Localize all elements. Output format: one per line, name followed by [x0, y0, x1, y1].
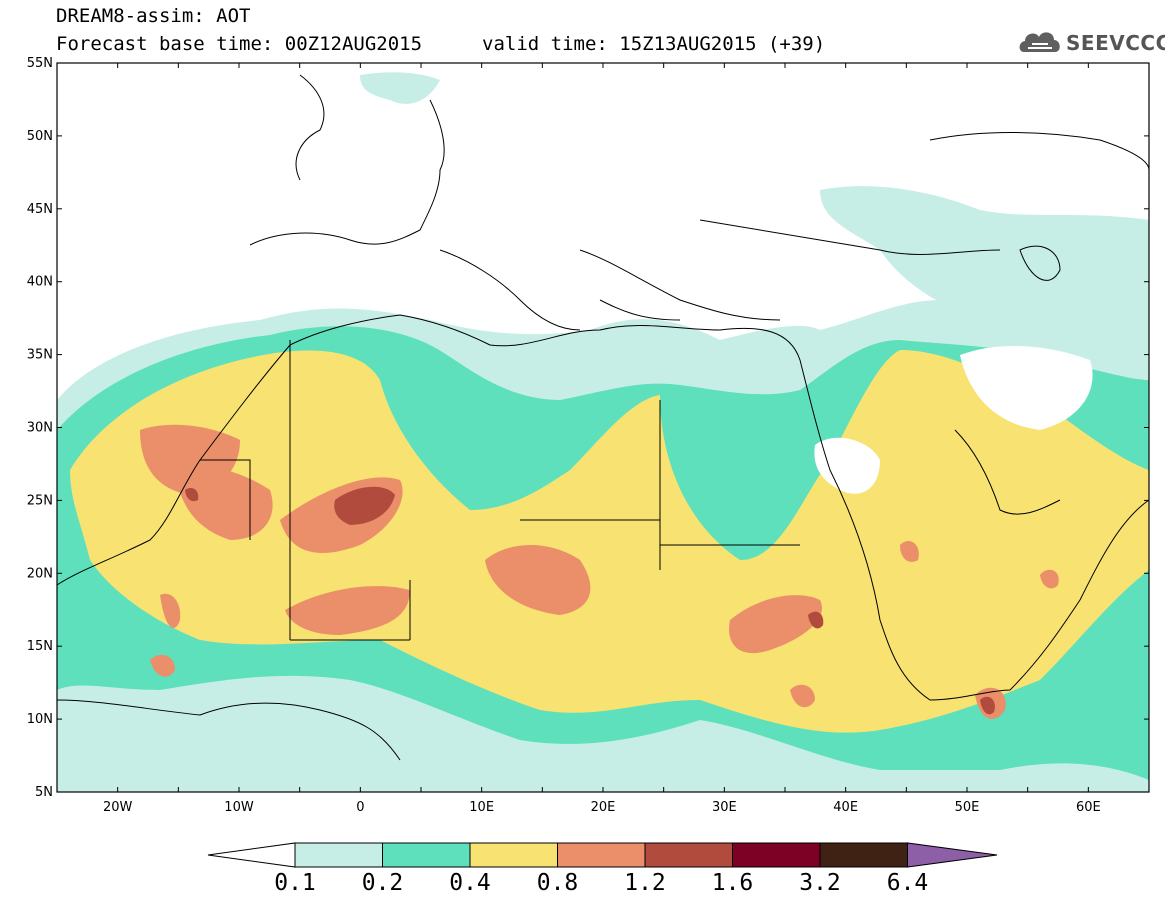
colorbar-level-label: 6.4 [886, 870, 929, 896]
lat-tick-label: 25N [27, 493, 53, 508]
lon-tick-label: 50E [955, 800, 980, 815]
cloud-icon [1019, 32, 1060, 52]
colorbar-level-label: 0.4 [449, 870, 491, 896]
colorbar-segment [644, 842, 733, 868]
colorbar-high-arrow [907, 842, 998, 868]
lat-tick-label: 20N [27, 566, 53, 581]
latitude-labels: 55N 50N 45N 40N 35N 30N 25N 20N 15N 10N 5N [27, 56, 53, 800]
lat-tick-label: 45N [27, 202, 53, 217]
lon-tick-label: 20E [591, 800, 616, 815]
colorbar-level-label: 0.1 [274, 870, 316, 896]
colorbar-level-label: 0.2 [361, 870, 404, 896]
lon-tick-label: 10E [469, 800, 494, 815]
colorbar-segment [732, 842, 821, 868]
forecast-base-time: Forecast base time: 00Z12AUG2015 [56, 33, 423, 55]
lon-tick-label: 20W [103, 800, 133, 815]
lat-tick-label: 55N [27, 56, 53, 71]
lon-tick-label: 40E [833, 800, 858, 815]
colorbar-segment [819, 842, 908, 868]
colorbar [207, 842, 998, 868]
lat-tick-label: 15N [27, 639, 53, 654]
lat-tick-label: 50N [27, 129, 53, 144]
lon-tick-label: 30E [712, 800, 737, 815]
map-title: DREAM8-assim: AOT [56, 5, 251, 27]
lon-tick-label: 0 [356, 800, 364, 815]
colorbar-level-label: 1.2 [624, 870, 666, 896]
logo-text: SEEVCCC [1066, 31, 1165, 55]
colorbar-level-label: 3.2 [799, 870, 841, 896]
colorbar-level-label: 0.8 [536, 870, 579, 896]
lat-tick-label: 40N [27, 275, 53, 290]
lon-tick-label: 60E [1076, 800, 1101, 815]
lon-tick-label: 10W [224, 800, 254, 815]
colorbar-segment [557, 842, 646, 868]
colorbar-level-label: 1.6 [711, 870, 754, 896]
aot-field [57, 72, 1149, 792]
colorbar-segment [469, 842, 558, 868]
axis-ticks [56, 62, 1150, 793]
lat-tick-label: 5N [35, 785, 53, 800]
valid-time: valid time: 15Z13AUG2015 (+39) [482, 33, 826, 55]
longitude-labels: 20W 10W 0 10E 20E 30E 40E 50E 60E [103, 800, 1101, 815]
coastlines [57, 74, 1149, 761]
lat-tick-label: 35N [27, 348, 53, 363]
colorbar-segment [382, 842, 471, 868]
lat-tick-label: 30N [27, 421, 53, 436]
colorbar-low-arrow [207, 842, 296, 868]
lat-tick-label: 10N [27, 712, 53, 727]
colorbar-segment [294, 842, 383, 868]
